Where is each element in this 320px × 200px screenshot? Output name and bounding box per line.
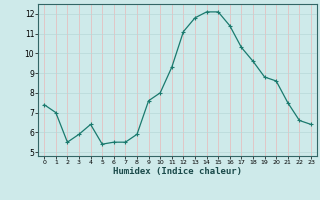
X-axis label: Humidex (Indice chaleur): Humidex (Indice chaleur) xyxy=(113,167,242,176)
